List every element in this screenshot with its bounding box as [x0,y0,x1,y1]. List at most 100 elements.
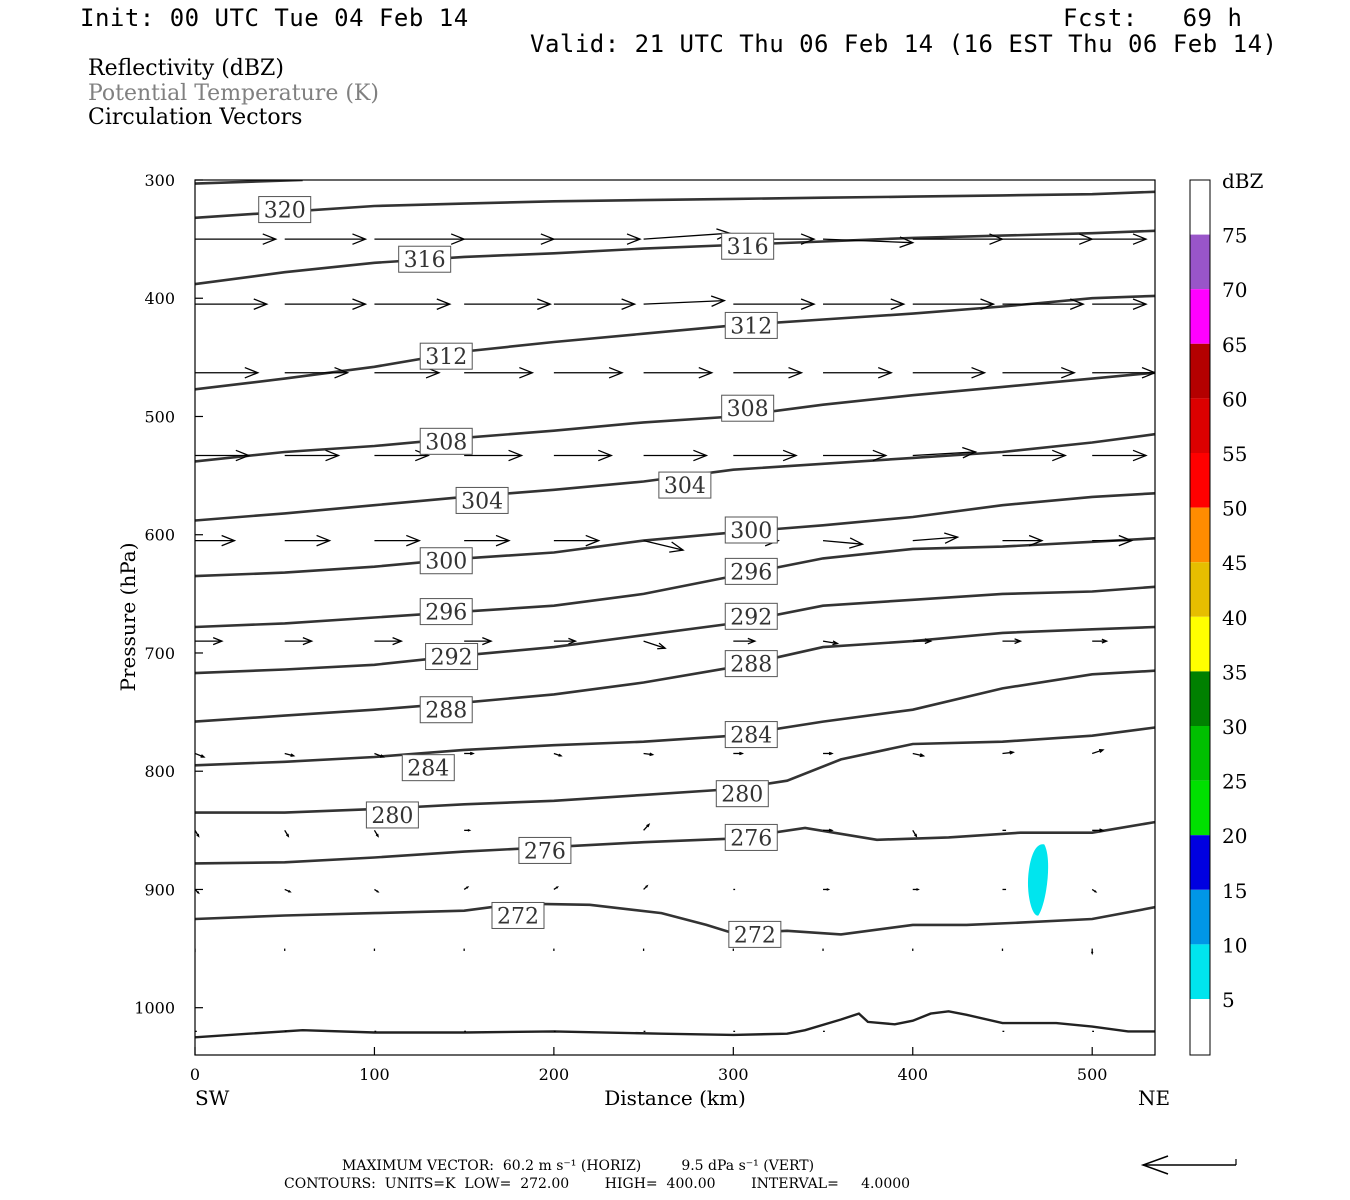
circulation-vector [195,233,278,245]
x-tick-label: 200 [539,1065,570,1084]
contour-label-box [721,394,775,422]
legend-reflectivity: Reflectivity (dBZ) [88,56,284,81]
circulation-vector [464,534,511,547]
circulation-vector [733,751,745,756]
max-vector-info: MAXIMUM VECTOR: 60.2 m s⁻¹ (HORIZ) 9.5 d… [342,1158,815,1174]
circulation-vector [195,637,224,646]
legend-potential-temperature: Potential Temperature (K) [88,81,379,106]
y-tick-label: 600 [144,526,175,545]
theta-contour-312 [195,294,1155,391]
circulation-vector [553,637,578,645]
x-tick-label: 300 [718,1065,749,1084]
circulation-vector [1002,750,1015,755]
circulation-vector [1091,749,1105,755]
y-tick-label: 400 [144,289,175,308]
circulation-vector [1002,366,1077,379]
y-tick-label: 900 [144,880,175,899]
circulation-vector [195,449,251,462]
theta-contour-292 [195,585,1155,675]
circulation-vector [284,830,290,838]
colorbar-swatch [1190,507,1210,563]
circulation-vector [912,830,918,838]
theta-contour-308 [195,371,1155,463]
circulation-vector [373,830,379,838]
contour-label: 316 [727,235,769,260]
init-time: Init: 00 UTC Tue 04 Feb 14 [80,4,469,32]
circulation-vector [643,449,709,462]
colorbar-label: 70 [1222,278,1247,302]
contour-label-box [724,516,778,544]
theta-contour-284 [195,669,1155,767]
circulation-vector [553,366,624,379]
colorbar-swatch [1190,835,1210,890]
contour-label: 304 [461,489,503,514]
colorbar-swatch [1190,398,1210,453]
circulation-vector [284,366,350,379]
circulation-vector [284,449,341,462]
contour-label-box [455,486,509,514]
circulation-vector [643,540,685,553]
contour-label: 288 [730,653,772,678]
y-axis-label: Pressure (hPa) [116,543,140,692]
theta-contour-276 [195,820,1155,865]
circulation-vector [464,449,524,462]
circulation-vector [464,637,493,646]
contour-label: 272 [734,923,776,948]
colorbar-label: 20 [1222,824,1247,848]
contour-label: 296 [730,560,772,585]
circulation-vector [1090,948,1094,956]
circulation-vector [1092,449,1148,462]
circulation-vector [733,298,816,310]
contour-info: CONTOURS: UNITS=K LOW= 272.00 HIGH= 400.… [284,1176,911,1192]
circulation-vector [284,752,296,757]
y-tick-label: 1000 [134,999,175,1018]
contour-label-box [724,557,778,585]
contour-label-box [419,598,473,626]
circulation-vector [1002,298,1085,310]
circulation-vector [464,233,556,245]
x-tick-label: 0 [190,1065,200,1084]
circulation-vector [912,366,987,379]
x-axis-label: Distance (km) [604,1086,746,1110]
circulation-vector [733,637,757,645]
circulation-vector [464,829,472,832]
circulation-vector [1092,534,1134,547]
circulation-vector [733,366,804,379]
contour-label: 284 [730,724,772,749]
colorbar-label: 15 [1222,879,1247,903]
circulation-vector [464,751,475,756]
circulation-vector [912,638,933,645]
circulation-vector [374,752,386,758]
circulation-vector [195,366,260,379]
circulation-vector [374,888,380,893]
contour-label: 296 [425,601,467,626]
colorbar-swatch [1190,343,1210,399]
y-tick-label: 800 [144,762,175,781]
circulation-vector [1092,828,1105,833]
circulation-vector [374,233,466,245]
contour-label-box [721,232,775,260]
colorbar-swatch [1190,780,1210,836]
contour-label-box [518,836,572,864]
circulation-vector [464,298,553,310]
circulation-vector [643,366,714,379]
circulation-vector [1092,233,1148,245]
colorbar-label: 45 [1222,551,1247,575]
colorbar-label: 55 [1222,442,1247,466]
contour-label-box [419,547,473,575]
contour-label-box [724,721,778,749]
circulation-vector [374,449,431,462]
contour-label: 320 [264,199,306,224]
circulation-vector [1092,638,1109,644]
colorbar-frame [1189,179,1211,1056]
colorbar-label: 5 [1222,988,1235,1012]
circulation-vector [643,752,655,757]
circulation-vector [733,449,798,462]
contour-label-box [724,650,778,678]
colorbar-label: 35 [1222,660,1247,684]
x-right-end-label: NE [1138,1086,1170,1110]
contour-label: 292 [730,605,772,630]
cross-section-chart: 272 272 276 276 280 280 284 284 288 288 292 292 296 2… [116,169,1264,1110]
circulation-vector [284,534,332,547]
circulation-vector [553,298,637,310]
